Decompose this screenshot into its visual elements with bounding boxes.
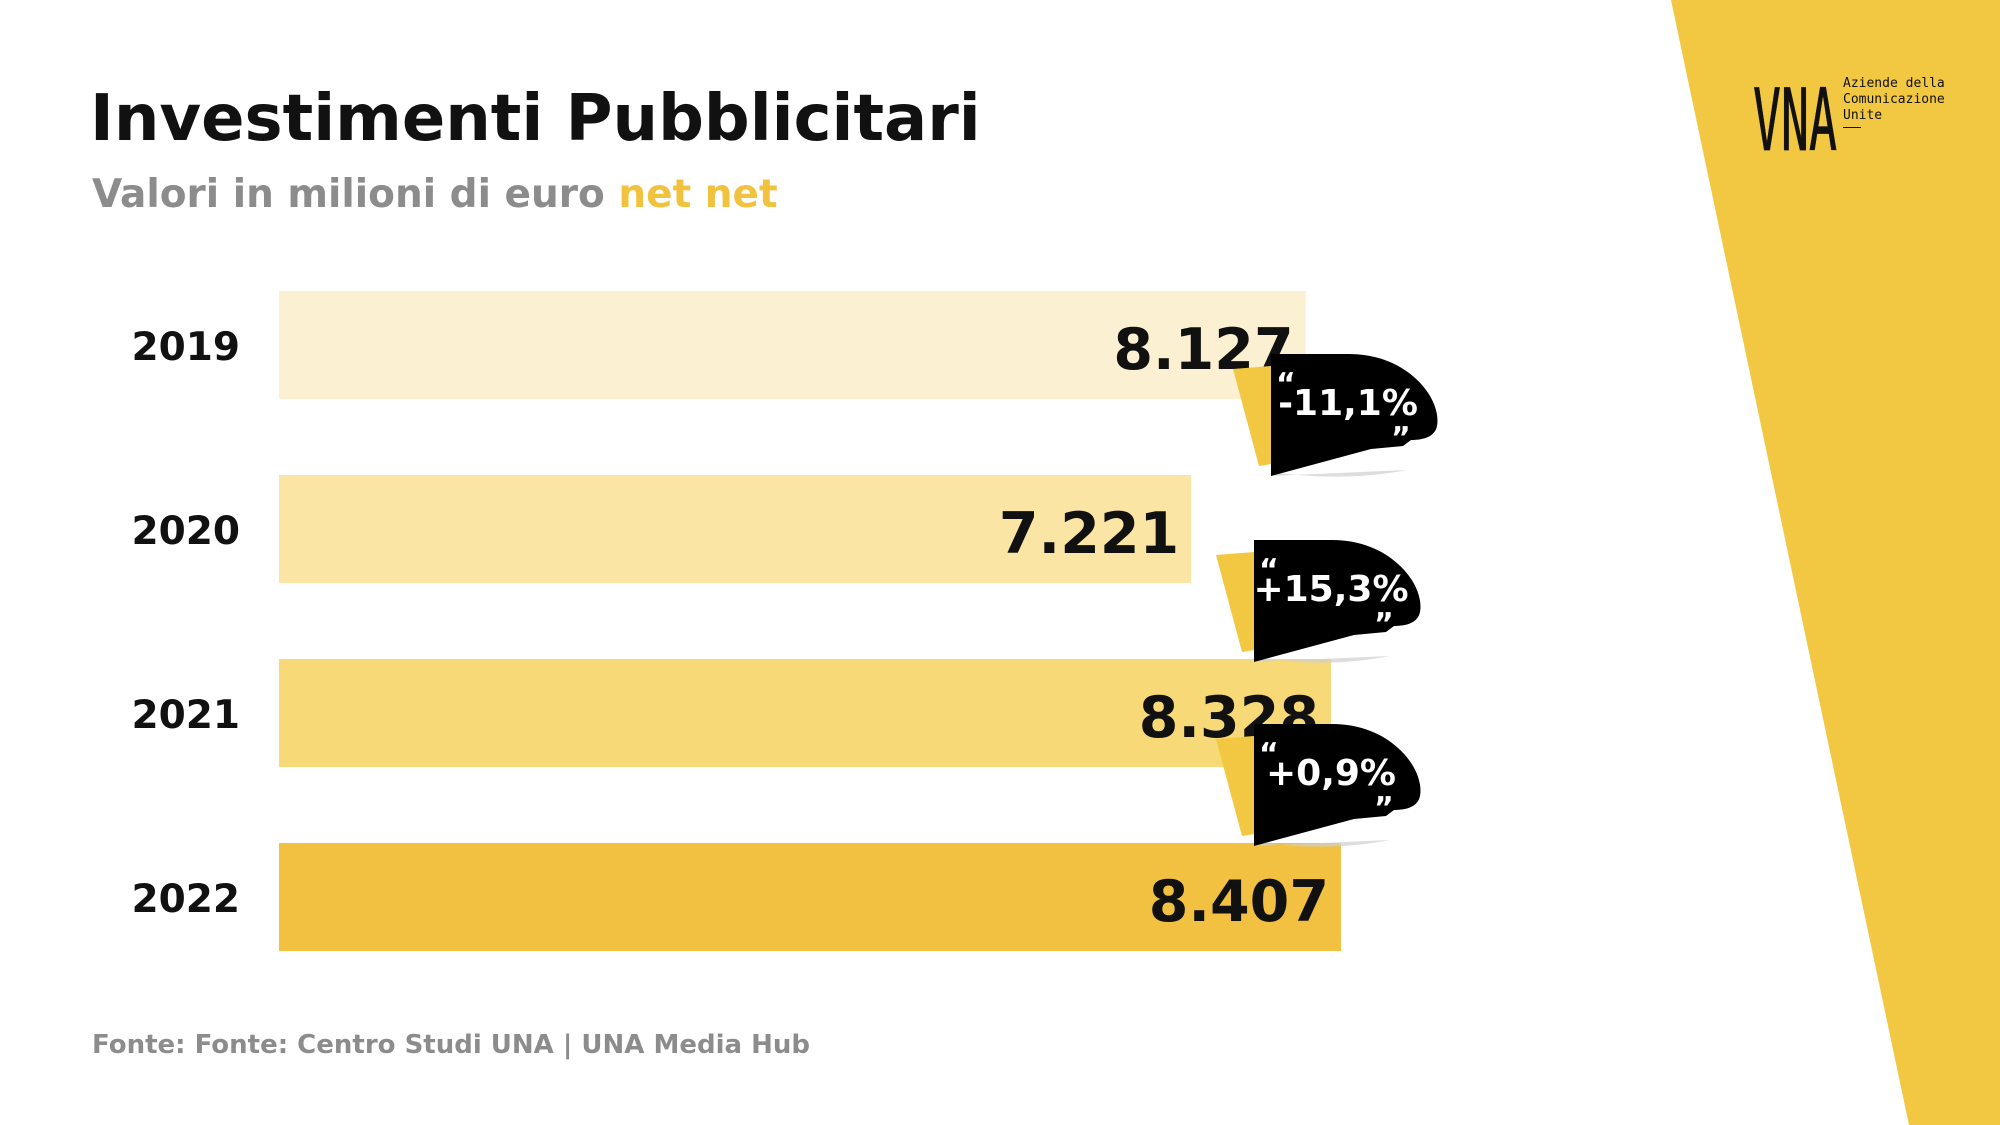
category-label-2022: 2022 (131, 877, 240, 922)
logo-mark-icon: VNA (1753, 76, 1837, 160)
callout-bubble-shape (1271, 354, 1438, 476)
callout-bubble-shape (1254, 540, 1421, 662)
logo-wordmark: Aziende della Comunicazione Unite (1843, 76, 1945, 123)
category-label-2020: 2020 (131, 509, 240, 554)
page-subtitle: Valori in milioni di euro net net (92, 172, 778, 217)
bar-2021 (279, 659, 1332, 767)
callout-close-quote: ” (1374, 791, 1394, 826)
change-callout-2020: “ ”-11,1% (1233, 354, 1438, 477)
callout-close-quote: ” (1391, 421, 1411, 456)
callout-shadow-shape (1254, 656, 1390, 663)
subtitle-main: Valori in milioni di euro (92, 172, 619, 217)
callout-open-quote: “ (1259, 553, 1279, 588)
bar-2019 (279, 291, 1306, 399)
value-label-2020: 7.221 (999, 501, 1179, 567)
logo-mark-text: VNA (1753, 76, 1837, 160)
callout-open-quote: “ (1276, 367, 1296, 402)
change-callout-2022: “ ”+0,9% (1216, 724, 1421, 847)
bar-2022 (279, 843, 1341, 951)
logo-underline (1843, 127, 1861, 128)
source-footer: Fonte: Fonte: Centro Studi UNA | UNA Med… (92, 1030, 810, 1060)
change-callout-2021: “ ”+15,3% (1216, 540, 1421, 663)
change-label-2022: +0,9% (1266, 753, 1396, 794)
change-label-2020: -11,1% (1278, 383, 1418, 424)
callout-open-quote: “ (1259, 737, 1279, 772)
category-label-2019: 2019 (131, 325, 240, 370)
change-label-2021: +15,3% (1253, 569, 1408, 610)
callout-shadow-shape (1254, 840, 1390, 847)
value-label-2022: 8.407 (1149, 869, 1329, 935)
subtitle-highlight: net net (618, 172, 778, 217)
callout-shadow-shape (1271, 470, 1407, 477)
category-label-2021: 2021 (131, 693, 240, 738)
callout-close-quote: ” (1374, 607, 1394, 642)
una-logo: VNA Aziende della Comunicazione Unite (1753, 76, 1963, 160)
bar-2020 (279, 475, 1192, 583)
accent-stripe-shape (1671, 0, 2000, 1125)
callout-bubble-shape (1254, 724, 1421, 846)
page-title: Investimenti Pubblicitari (90, 82, 981, 156)
